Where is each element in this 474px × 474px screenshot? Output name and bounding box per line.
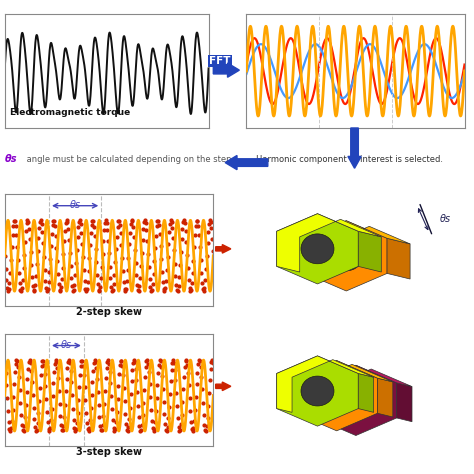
Text: θs: θs (440, 214, 451, 224)
Text: angle must be calculated depending on the step: angle must be calculated depending on th… (24, 155, 231, 164)
Text: Harmonic component of interest is selected.: Harmonic component of interest is select… (256, 155, 443, 164)
Text: FFT: FFT (209, 56, 231, 66)
Polygon shape (305, 221, 387, 291)
Text: 2-step skew: 2-step skew (76, 307, 142, 317)
Ellipse shape (320, 381, 353, 410)
Polygon shape (305, 221, 410, 279)
Polygon shape (358, 374, 374, 412)
Polygon shape (397, 383, 412, 422)
Polygon shape (296, 361, 377, 431)
Polygon shape (358, 231, 381, 272)
Ellipse shape (301, 376, 334, 406)
Polygon shape (377, 378, 393, 417)
Text: θs: θs (61, 340, 72, 350)
Polygon shape (277, 356, 358, 426)
Ellipse shape (330, 241, 363, 271)
Ellipse shape (301, 234, 334, 264)
Ellipse shape (339, 385, 373, 415)
Polygon shape (296, 361, 393, 417)
Polygon shape (387, 238, 410, 279)
Text: 3-step skew: 3-step skew (76, 447, 142, 456)
Text: Electromagnetic torque: Electromagnetic torque (10, 108, 130, 117)
Polygon shape (315, 365, 397, 436)
Text: θs: θs (5, 154, 17, 164)
Polygon shape (277, 214, 381, 272)
Polygon shape (315, 365, 412, 422)
Text: θs: θs (70, 200, 81, 210)
Polygon shape (277, 214, 358, 284)
Polygon shape (277, 356, 374, 412)
